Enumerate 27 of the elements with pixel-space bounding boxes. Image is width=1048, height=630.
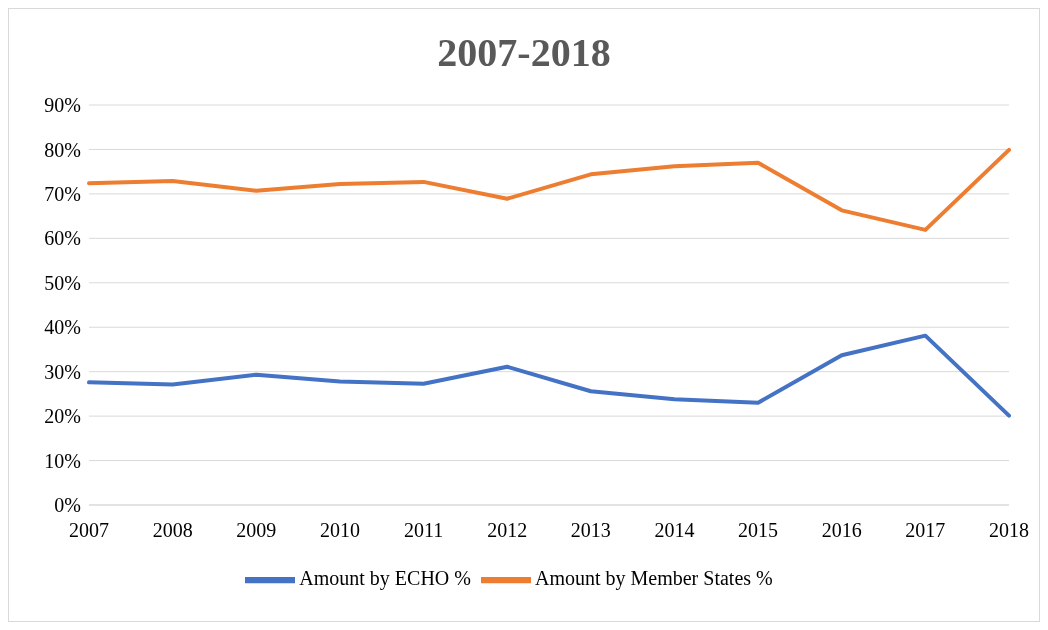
y-tick-label: 40% (44, 316, 81, 339)
x-tick-label: 2012 (487, 519, 528, 542)
y-tick-label: 50% (44, 271, 81, 294)
line-series (87, 147, 1011, 232)
legend-label: Amount by ECHO % (299, 566, 471, 589)
x-tick-label: 2015 (738, 519, 779, 542)
x-tick-label: 2017 (905, 519, 946, 542)
y-tick-label: 80% (44, 138, 81, 161)
y-tick-label: 60% (44, 227, 81, 250)
x-tick-label: 2018 (989, 519, 1029, 542)
legend-label: Amount by Member States % (534, 566, 773, 589)
x-tick-label: 2007 (69, 519, 109, 542)
y-tick-label: 30% (44, 360, 81, 383)
y-tick-label: 10% (44, 449, 81, 472)
y-tick-label: 0% (54, 494, 81, 517)
x-tick-label: 2009 (236, 519, 277, 542)
line-series (87, 333, 1011, 418)
x-tick-label: 2013 (570, 519, 611, 542)
y-tick-label: 20% (44, 405, 81, 428)
x-tick-label: 2010 (319, 519, 360, 542)
x-tick-label: 2016 (821, 519, 862, 542)
x-tick-label: 2008 (152, 519, 193, 542)
chart-title: 2007-2018 (436, 29, 612, 77)
y-tick-label: 70% (44, 182, 81, 205)
x-tick-label: 2014 (654, 519, 695, 542)
y-tick-label: 90% (44, 94, 81, 117)
x-tick-label: 2011 (403, 519, 444, 542)
